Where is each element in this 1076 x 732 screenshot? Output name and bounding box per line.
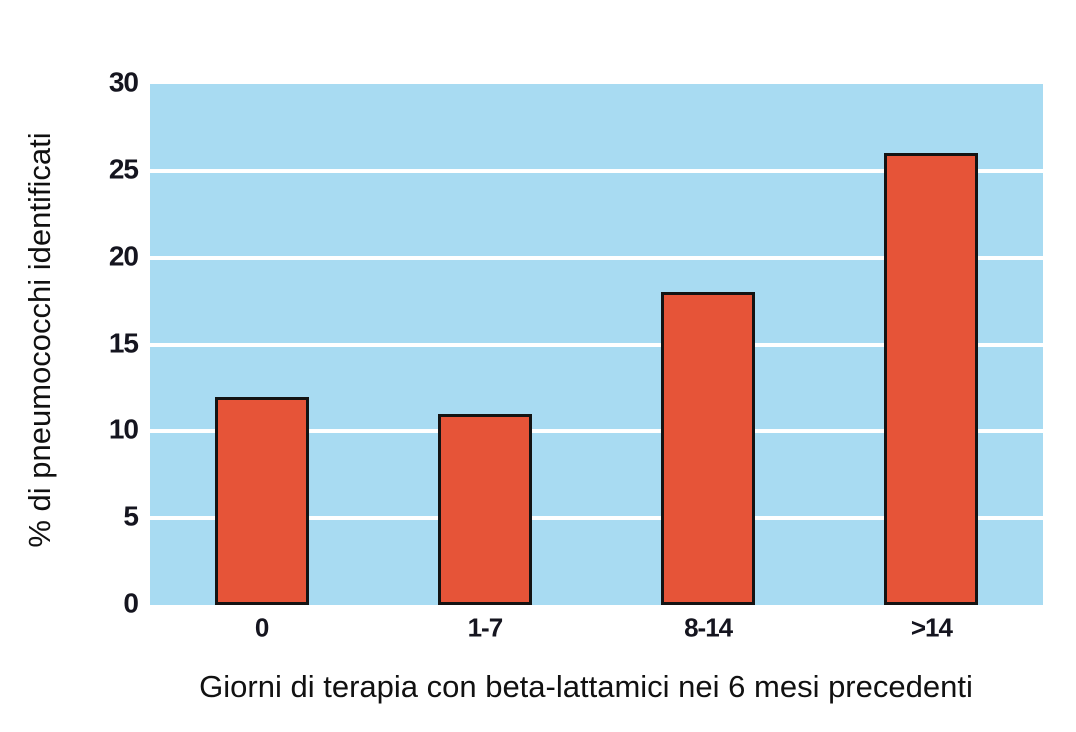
gridline-25 — [150, 168, 1043, 173]
plot-area — [150, 84, 1043, 605]
bar-0 — [214, 396, 309, 605]
gridline-5 — [150, 516, 1043, 521]
x-tick-label-0: 0 — [254, 612, 270, 643]
x-tick-label-1-7: 1-7 — [467, 612, 504, 643]
y-tick-label-20: 20 — [108, 240, 139, 272]
bar->14 — [884, 153, 979, 605]
y-tick-label-15: 15 — [108, 327, 139, 359]
y-tick-label-5: 5 — [123, 500, 139, 532]
y-tick-label-10: 10 — [108, 414, 139, 446]
y-tick-label-25: 25 — [108, 153, 139, 185]
gridline-15 — [150, 342, 1043, 347]
bar-8-14 — [661, 292, 756, 605]
gridline-10 — [150, 429, 1043, 434]
gridline-20 — [150, 255, 1043, 260]
x-tick-label-8-14: 8-14 — [684, 612, 733, 643]
x-tick-label->14: >14 — [910, 612, 953, 643]
bar-1-7 — [437, 413, 532, 605]
x-axis-title: Giorni di terapia con beta-lattamici nei… — [199, 669, 973, 704]
y-tick-label-30: 30 — [108, 66, 139, 98]
y-axis: 0 5 10 15 20 25 30 — [0, 0, 139, 732]
y-tick-label-0: 0 — [123, 587, 139, 619]
